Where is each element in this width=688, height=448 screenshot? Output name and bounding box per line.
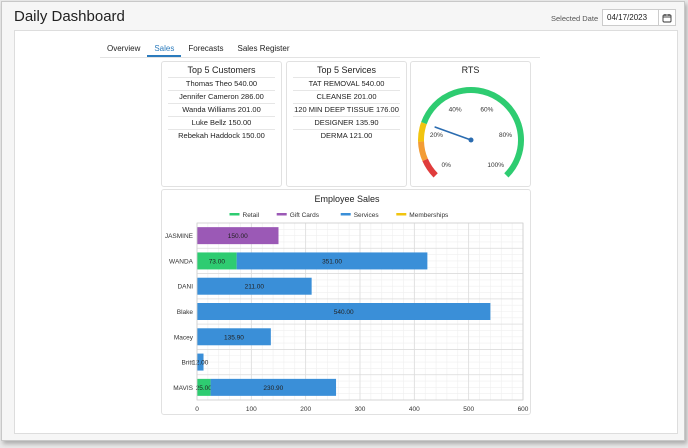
list-item: Luke Bellz 150.00	[168, 116, 275, 129]
gauge-needle	[434, 126, 472, 141]
legend-swatch[interactable]	[229, 213, 240, 216]
tab-forecasts[interactable]: Forecasts	[188, 44, 224, 53]
gauge-tick-label: 100%	[487, 162, 504, 169]
bar[interactable]	[210, 378, 337, 396]
legend-label[interactable]: Gift Cards	[290, 212, 320, 219]
list-item: Wanda Williams 201.00	[168, 103, 275, 116]
legend-swatch[interactable]	[340, 213, 351, 216]
list-item: Thomas Theo 540.00	[168, 77, 275, 90]
bar[interactable]	[197, 353, 204, 371]
bar-data-label: 230.90	[263, 385, 283, 392]
calendar-button[interactable]	[658, 9, 676, 26]
y-tick-label: Britt	[181, 360, 193, 367]
bar-data-label: 540.00	[334, 309, 354, 316]
top-customers-title: Top 5 Customers	[187, 65, 256, 75]
calendar-icon	[662, 13, 672, 22]
list-item: 120 MIN DEEP TISSUE 176.00	[293, 103, 400, 114]
selected-date-label: Selected Date	[551, 14, 599, 23]
chart-title: Employee Sales	[314, 194, 380, 204]
y-tick-label: Macey	[174, 334, 194, 341]
bar[interactable]	[236, 252, 428, 270]
y-tick-label: DANI	[177, 284, 193, 291]
bar[interactable]	[197, 252, 237, 270]
employee-sales-chart: Employee Sales Retail Gift Cards Services Me…	[165, 194, 529, 413]
rts-gauge: 0% 20% 40% 60% 80% 100%	[418, 87, 524, 178]
bar-data-label: 12.00	[192, 360, 209, 367]
rts-card: RTS 0% 20% 40% 60% 80% 100%	[410, 61, 531, 187]
list-item: TAT REMOVAL 540.00	[293, 77, 400, 90]
gauge-band	[422, 158, 438, 178]
tab-overview[interactable]: Overview	[107, 44, 141, 53]
gauge-tick-label: 0%	[442, 162, 452, 169]
gauge-band	[418, 141, 428, 162]
bar[interactable]	[197, 378, 211, 396]
list-item: DESIGNER 135.90	[293, 116, 400, 129]
bar[interactable]	[197, 277, 312, 295]
x-tick-label: 0	[195, 406, 199, 413]
tab-bar: Overview Sales Forecasts Sales Register	[100, 41, 297, 57]
gauge-tick-label: 20%	[430, 132, 443, 139]
top-customers-list: Thomas Theo 540.00 Jennifer Cameron 286.…	[168, 77, 275, 142]
content-panel: Overview Sales Forecasts Sales Register …	[14, 30, 678, 434]
x-tick-label: 300	[355, 406, 366, 413]
tab-divider	[100, 57, 540, 58]
legend-label[interactable]: Services	[354, 212, 380, 219]
dashboard-window: Daily Dashboard Selected Date 04/17/2023…	[1, 1, 685, 441]
bar-data-label: 351.00	[322, 258, 342, 265]
bar[interactable]	[197, 303, 491, 320]
list-item: Jennifer Cameron 286.00	[168, 90, 275, 103]
bar-data-label: 211.00	[245, 284, 265, 291]
y-tick-label: WANDA	[169, 258, 194, 265]
top-services-card: Top 5 Services TAT REMOVAL 540.00 CLEANS…	[286, 61, 407, 187]
top-customers-card: Top 5 Customers Thomas Theo 540.00 Jenni…	[161, 61, 282, 187]
gauge-tick-label: 80%	[499, 132, 512, 139]
bar[interactable]	[197, 328, 271, 346]
bar-data-label: 150.00	[228, 233, 248, 240]
gauge-pivot	[468, 137, 474, 143]
list-item: DERMA 121.00	[293, 129, 400, 142]
gauge-band	[418, 122, 427, 142]
y-tick-label: Blake	[177, 309, 194, 316]
bar[interactable]	[197, 227, 279, 245]
plot-border	[196, 222, 524, 401]
gauge-tick-label: 40%	[449, 106, 462, 113]
list-item: CLEANSE 201.00	[293, 90, 400, 103]
page-title: Daily Dashboard	[14, 8, 125, 25]
top-services-title: Top 5 Services	[316, 65, 377, 75]
top-services-list: TAT REMOVAL 540.00 CLEANSE 201.00 120 MI…	[293, 77, 400, 142]
legend-swatch[interactable]	[396, 213, 407, 216]
x-tick-label: 100	[246, 406, 257, 413]
bar-data-label: 25.00	[196, 385, 213, 392]
bar-data-label: 135.90	[224, 334, 244, 341]
rts-title: RTS	[461, 65, 480, 75]
x-tick-label: 500	[463, 406, 474, 413]
y-tick-label: JASMINE	[165, 233, 194, 240]
tab-sales-register[interactable]: Sales Register	[237, 44, 290, 53]
bar-data-label: 73.00	[209, 258, 226, 265]
x-tick-label: 600	[518, 406, 529, 413]
x-tick-label: 400	[409, 406, 420, 413]
legend-label[interactable]: Memberships	[409, 212, 449, 219]
tab-sales[interactable]: Sales	[147, 41, 182, 57]
employee-sales-card: Employee Sales Retail Gift Cards Services Me…	[161, 189, 531, 415]
legend-label[interactable]: Retail	[243, 212, 260, 219]
list-item: Rebekah Haddock 150.00	[168, 129, 275, 142]
gauge-tick-label: 60%	[480, 106, 493, 113]
x-tick-label: 200	[300, 406, 311, 413]
legend-swatch[interactable]	[276, 213, 287, 216]
gauge-band	[421, 87, 524, 178]
date-input[interactable]: 04/17/2023	[602, 9, 659, 26]
y-tick-label: MAVIS	[173, 385, 193, 392]
